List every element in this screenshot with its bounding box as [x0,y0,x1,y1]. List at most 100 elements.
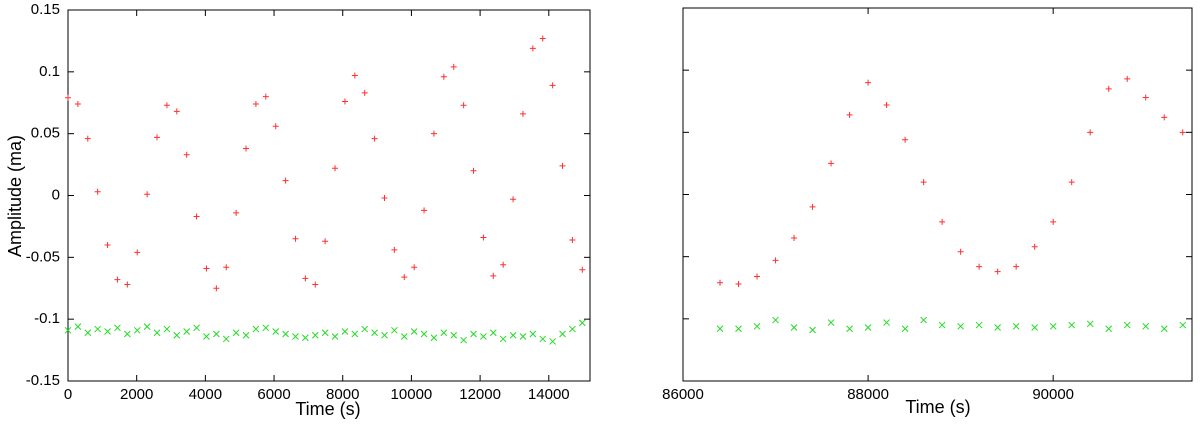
data-point [549,338,556,345]
data-point [519,333,527,340]
data-point [420,330,428,338]
data-point [262,93,269,100]
data-point [104,328,111,335]
data-point [391,246,398,253]
data-point [84,135,91,142]
data-point [1068,179,1075,186]
data-point [331,333,339,340]
data-point [262,324,270,332]
data-point [351,330,359,338]
data-point [134,249,141,256]
data-point [460,102,467,109]
data-point [1031,243,1038,250]
data-point [846,325,853,333]
data-point [480,333,487,340]
data-point [371,329,378,337]
y-tick-label: -0.05 [26,248,60,265]
data-point [559,162,566,169]
data-point [74,100,81,107]
y-tick-label: -0.15 [26,372,60,389]
data-point [864,324,872,331]
data-point [223,264,230,271]
data-point [460,336,467,344]
data-point [153,329,161,337]
data-point [716,325,724,333]
data-point [1087,129,1094,136]
data-point [1123,321,1131,329]
data-point [282,330,289,338]
data-point [252,100,259,107]
data-point [920,179,927,186]
data-point [430,334,438,342]
plot-frame [682,7,1193,382]
data-point [754,273,761,280]
data-point [489,329,497,337]
data-point [920,316,927,324]
data-point [114,276,121,283]
x-axis-title: Time (s) [295,399,360,419]
x-tick-label: 4000 [189,386,222,403]
x-tick-label: 6000 [257,386,290,403]
data-point [312,281,319,288]
data-point [65,94,71,101]
data-point [1179,129,1186,136]
data-point [450,331,458,339]
data-point [1031,324,1039,331]
data-point [272,328,280,335]
data-point [351,72,358,79]
data-point [529,330,537,338]
data-point [791,235,798,242]
y-tick-label: -0.1 [34,310,60,327]
data-point [302,275,309,282]
y-tick-label: 0.05 [31,125,60,142]
x-tick-label: 12000 [459,386,501,403]
data-point [519,110,526,117]
data-point [114,324,121,332]
data-point [753,322,761,330]
data-point [282,177,289,184]
data-point [1179,321,1187,329]
data-point [371,135,378,142]
data-point [203,265,210,272]
data-point [410,328,418,335]
y-tick-label: 0 [52,186,60,203]
data-point [1068,321,1076,329]
y-tick-label: 0.1 [39,63,60,80]
data-point [292,235,299,242]
data-point [203,333,210,340]
data-point [957,248,964,255]
data-point [411,264,418,271]
data-point [1142,94,1149,101]
data-point [1161,114,1168,121]
data-point [311,331,319,339]
x-tick-label: 88000 [847,386,889,403]
data-point [509,331,517,339]
x-axis-title: Time (s) [905,397,970,417]
data-point [790,324,798,331]
data-point [902,136,909,143]
data-point [772,316,779,324]
data-point [510,196,517,203]
data-point [302,334,309,342]
data-point [401,274,408,281]
data-point [1086,320,1094,328]
data-point [549,82,556,89]
data-point [74,323,82,330]
data-point [193,213,200,220]
data-point [233,209,240,216]
data-point [957,322,964,330]
data-point [578,319,586,327]
data-point [341,98,348,105]
data-point [213,285,220,292]
data-point [440,73,447,80]
data-point [939,218,946,225]
data-point [154,134,161,141]
data-point [440,329,448,337]
data-point [938,321,946,329]
data-point [322,238,329,245]
y-axis-title: Amplitude (ma) [5,135,25,257]
data-point [809,203,816,210]
data-point [500,261,507,268]
data-point [321,329,329,337]
